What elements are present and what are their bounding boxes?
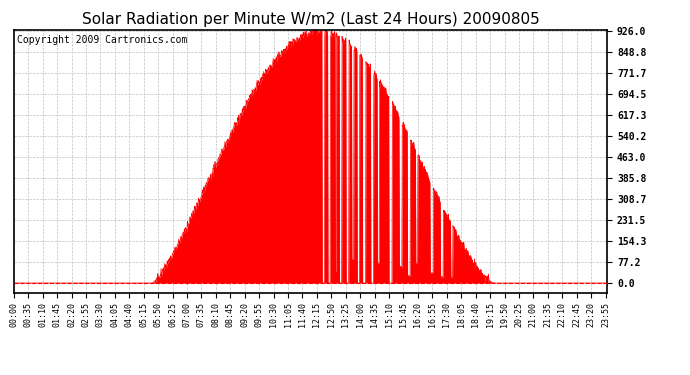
Text: Copyright 2009 Cartronics.com: Copyright 2009 Cartronics.com — [17, 35, 187, 45]
Title: Solar Radiation per Minute W/m2 (Last 24 Hours) 20090805: Solar Radiation per Minute W/m2 (Last 24… — [81, 12, 540, 27]
